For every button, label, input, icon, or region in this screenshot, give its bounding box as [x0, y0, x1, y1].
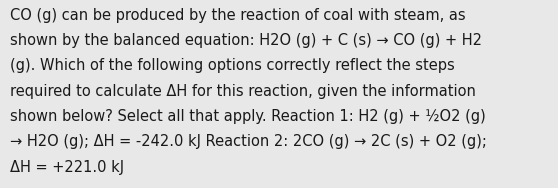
Text: CO (g) can be produced by the reaction of coal with steam, as: CO (g) can be produced by the reaction o… [10, 8, 466, 23]
Text: (g). Which of the following options correctly reflect the steps: (g). Which of the following options corr… [10, 58, 455, 73]
Text: → H2O (g); ΔH = -242.0 kJ Reaction 2: 2CO (g) → 2C (s) + O2 (g);: → H2O (g); ΔH = -242.0 kJ Reaction 2: 2C… [10, 134, 487, 149]
Text: ΔH = +221.0 kJ: ΔH = +221.0 kJ [10, 160, 124, 175]
Text: required to calculate ΔH for this reaction, given the information: required to calculate ΔH for this reacti… [10, 84, 476, 99]
Text: shown by the balanced equation: H2O (g) + C (s) → CO (g) + H2: shown by the balanced equation: H2O (g) … [10, 33, 482, 48]
Text: shown below? Select all that apply. Reaction 1: H2 (g) + ½O2 (g): shown below? Select all that apply. Reac… [10, 109, 486, 124]
